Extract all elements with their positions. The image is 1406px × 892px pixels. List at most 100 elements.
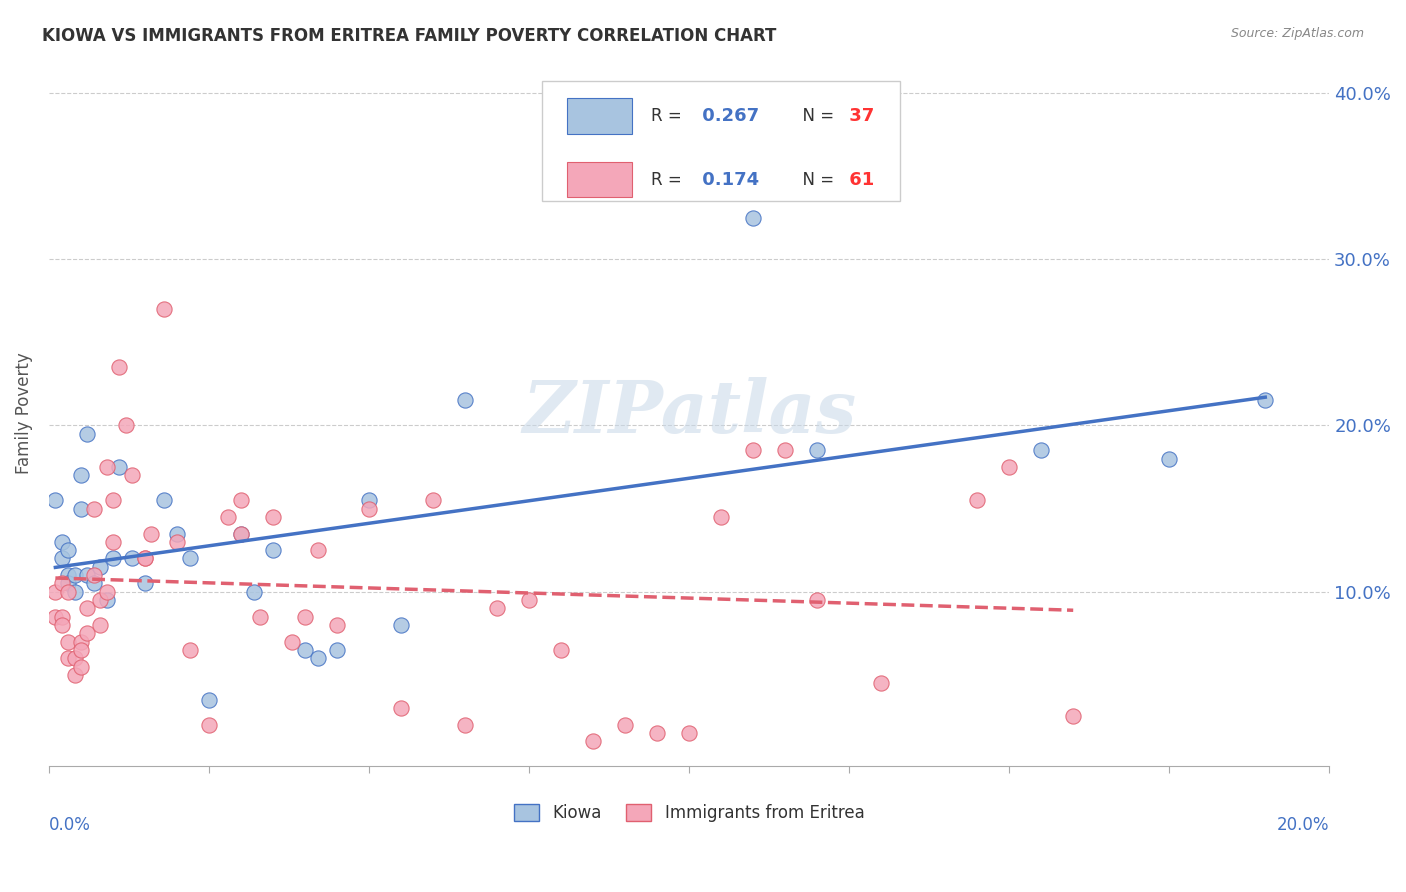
Point — [70, 643, 93, 657]
Point — [51, 576, 73, 591]
Point — [96, 584, 118, 599]
Point — [217, 509, 239, 524]
Point — [742, 443, 765, 458]
Point — [51, 618, 73, 632]
Point — [83, 501, 105, 516]
Point — [70, 634, 93, 648]
Point — [357, 493, 380, 508]
FancyBboxPatch shape — [541, 81, 900, 201]
Point — [89, 559, 111, 574]
Point — [773, 443, 796, 458]
Point — [326, 618, 349, 632]
Point — [486, 601, 509, 615]
Point — [134, 551, 156, 566]
Point — [198, 693, 221, 707]
Point — [229, 493, 252, 508]
Point — [166, 526, 188, 541]
Point — [134, 551, 156, 566]
Point — [51, 551, 73, 566]
Point — [806, 593, 828, 607]
Point — [806, 443, 828, 458]
Point — [389, 618, 412, 632]
Point — [454, 717, 477, 731]
Point — [710, 509, 733, 524]
Point — [582, 734, 605, 748]
Point — [198, 717, 221, 731]
Point — [870, 676, 893, 690]
Point — [307, 651, 329, 665]
Text: 0.174: 0.174 — [696, 170, 759, 189]
Point — [1254, 393, 1277, 408]
Point — [56, 568, 79, 582]
Point — [56, 651, 79, 665]
Point — [1031, 443, 1053, 458]
Point — [108, 360, 131, 375]
Point — [83, 568, 105, 582]
Point — [96, 460, 118, 475]
Point — [229, 526, 252, 541]
Point — [121, 551, 143, 566]
Point — [243, 584, 266, 599]
Text: 61: 61 — [842, 170, 875, 189]
Point — [70, 501, 93, 516]
Point — [63, 668, 86, 682]
Point — [70, 468, 93, 483]
Text: 37: 37 — [842, 107, 875, 125]
Text: ZIPatlas: ZIPatlas — [522, 377, 856, 449]
Point — [141, 526, 163, 541]
Point — [76, 568, 98, 582]
Point — [678, 726, 700, 740]
Point — [1062, 709, 1084, 723]
Text: R =: R = — [651, 107, 682, 125]
Point — [63, 568, 86, 582]
Point — [454, 393, 477, 408]
Point — [114, 418, 136, 433]
Point — [89, 618, 111, 632]
Text: 20.0%: 20.0% — [1277, 816, 1329, 834]
Point — [63, 651, 86, 665]
Text: R =: R = — [651, 170, 682, 189]
Bar — [568, 98, 631, 134]
Point — [96, 593, 118, 607]
Point — [326, 643, 349, 657]
Text: Source: ZipAtlas.com: Source: ZipAtlas.com — [1230, 27, 1364, 40]
Point — [357, 501, 380, 516]
Point — [56, 634, 79, 648]
Point — [56, 584, 79, 599]
Point — [70, 659, 93, 673]
Point — [51, 534, 73, 549]
Point — [108, 460, 131, 475]
Bar — [568, 162, 631, 197]
Point — [76, 601, 98, 615]
Point — [134, 576, 156, 591]
Point — [101, 493, 124, 508]
Point — [249, 609, 271, 624]
Point — [51, 609, 73, 624]
Point — [76, 426, 98, 441]
Point — [517, 593, 540, 607]
Point — [294, 643, 316, 657]
Point — [101, 551, 124, 566]
Legend: Kiowa, Immigrants from Eritrea: Kiowa, Immigrants from Eritrea — [508, 797, 872, 829]
Point — [645, 726, 668, 740]
Point — [166, 534, 188, 549]
Point — [63, 584, 86, 599]
Point — [229, 526, 252, 541]
Point — [101, 534, 124, 549]
Point — [153, 301, 176, 316]
Point — [56, 543, 79, 558]
Point — [153, 493, 176, 508]
Point — [422, 493, 444, 508]
Point — [89, 593, 111, 607]
Point — [56, 576, 79, 591]
Point — [179, 643, 201, 657]
Point — [179, 551, 201, 566]
Point — [44, 609, 66, 624]
Point — [294, 609, 316, 624]
Text: N =: N = — [792, 107, 834, 125]
Point — [121, 468, 143, 483]
Point — [76, 626, 98, 640]
Text: N =: N = — [792, 170, 834, 189]
Point — [281, 634, 304, 648]
Point — [742, 211, 765, 225]
